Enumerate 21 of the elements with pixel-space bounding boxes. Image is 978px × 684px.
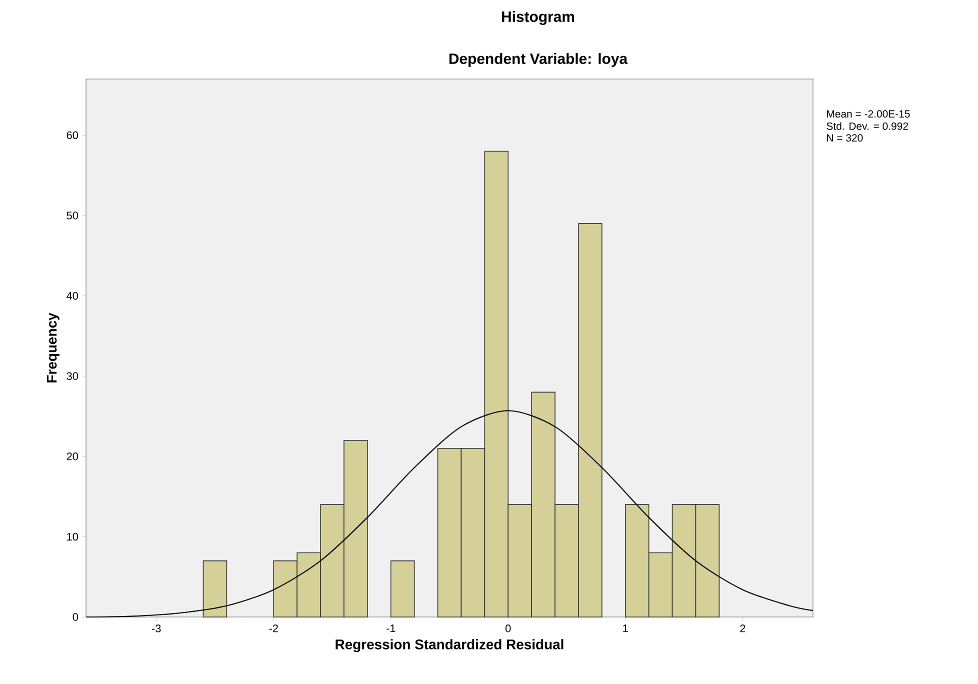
y-tick-label: 50 bbox=[66, 212, 78, 220]
text: Std. Dev. = 0.992 bbox=[826, 122, 908, 130]
chart-subtitle: Dependent Variable: loya bbox=[449, 53, 628, 67]
x-tick-label: 0 bbox=[506, 624, 511, 632]
y-tick-label: 30 bbox=[66, 372, 78, 380]
line-series bbox=[85, 410, 814, 618]
text: Mean = -2.00E-15 bbox=[827, 110, 910, 118]
y-tick-label: 10 bbox=[67, 532, 78, 541]
y-tick-label: 0 bbox=[72, 613, 78, 621]
text: N = 320 bbox=[827, 134, 863, 142]
x-tick-label: 2 bbox=[740, 624, 746, 632]
x-axis-title: Regression Standardized Residual bbox=[336, 639, 564, 652]
y-axis-title: Frequency bbox=[46, 312, 60, 382]
x-tick-label: 1 bbox=[623, 624, 628, 632]
y-tick-label: 20 bbox=[66, 452, 78, 460]
y-tick-label: 40 bbox=[66, 292, 78, 300]
x-tick-label: -1 bbox=[386, 624, 396, 632]
y-tick-label: 60 bbox=[66, 131, 78, 140]
x-tick-label: -3 bbox=[152, 624, 161, 632]
chart-title: Histogram bbox=[502, 10, 574, 25]
x-tick-label: -2 bbox=[269, 624, 278, 632]
